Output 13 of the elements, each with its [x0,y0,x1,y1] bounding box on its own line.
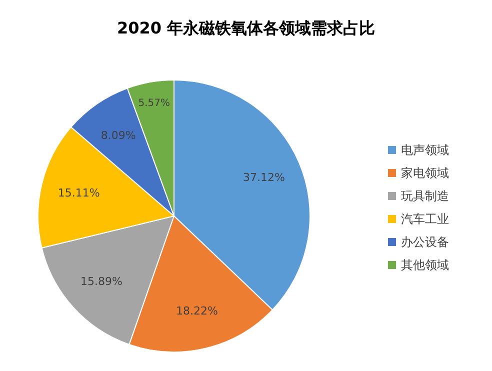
data-label: 37.12% [243,170,285,184]
legend-label: 汽车工业 [401,212,449,226]
data-label: 15.89% [80,275,122,288]
legend-label: 玩具制造 [401,189,449,203]
data-label: 15.11% [58,186,100,200]
data-label: 5.57% [138,98,170,110]
legend-label: 其他领域 [401,258,449,272]
data-label: 8.09% [100,128,136,142]
legend-label: 家电领域 [401,166,449,180]
chart-title: 2020 年永磁铁氧体各领域需求占比 [116,18,376,38]
data-label: 18.22% [176,304,218,318]
legend-label: 电声领域 [401,143,449,157]
legend-label: 办公设备 [401,235,449,249]
